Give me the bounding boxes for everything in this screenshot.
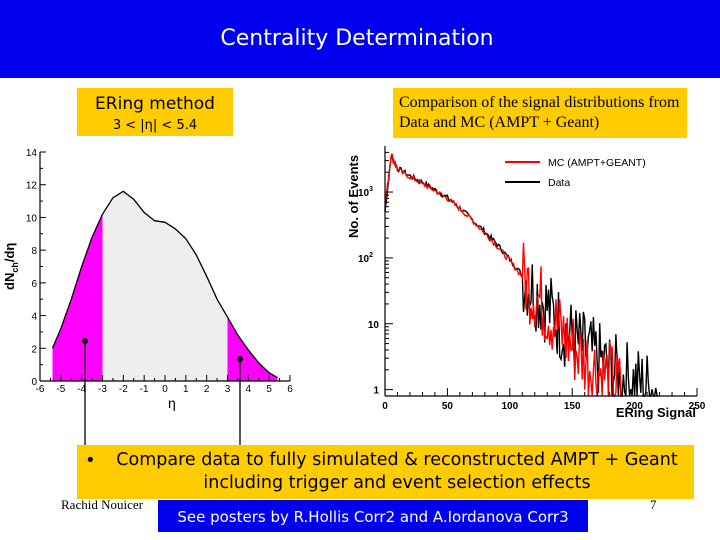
- comparison-box: Comparison of the signal distributions f…: [393, 88, 687, 138]
- x-tick-label: -4: [77, 384, 86, 395]
- posters-box: See posters by R.Hollis Corr2 and A.Iord…: [158, 500, 588, 532]
- y-tick-label: 0: [31, 377, 37, 388]
- x-tick-label: 50: [442, 401, 454, 412]
- x-tick-label: 3: [225, 384, 231, 395]
- bullet-box: • Compare data to fully simulated & reco…: [77, 445, 694, 499]
- y-tick-label: 14: [26, 148, 38, 159]
- bullet-text: Compare data to fully simulated & recons…: [116, 450, 678, 493]
- x-tick-label: 150: [564, 401, 581, 412]
- shaded-region-0: [52, 214, 103, 381]
- chart-legend: MC (AMPT+GEANT) Data: [505, 157, 646, 189]
- ering-x-axis-label: ERing Signal: [616, 405, 696, 420]
- ering-y-axis-label: No. of Events: [346, 155, 361, 238]
- x-tick-label: -1: [140, 384, 149, 395]
- ering-method-box: ERing method 3 < |η| < 5.4: [77, 88, 233, 136]
- header-bar: [0, 0, 720, 78]
- x-tick-label: -5: [56, 384, 65, 395]
- ering-method-title: ERing method: [95, 94, 215, 114]
- y-tick-label: 6: [31, 279, 37, 290]
- y-tick-label: 2: [31, 344, 37, 355]
- x-tick-label: -2: [119, 384, 128, 395]
- y-tick-label: 10: [368, 320, 380, 331]
- series-mc-line: [384, 152, 622, 397]
- x-tick-label: 0: [382, 401, 388, 412]
- dndeta-x-axis-label: η: [168, 395, 176, 411]
- dndeta-y-axis-label: dNch/dη: [2, 243, 20, 290]
- x-tick-label: 5: [266, 384, 272, 395]
- x-tick-label: 6: [287, 384, 293, 395]
- x-tick-label: 200: [626, 401, 643, 412]
- y-tick-label: 12: [26, 181, 38, 192]
- comparison-text: Comparison of the signal distributions f…: [399, 94, 680, 131]
- y-tick-label: 8: [31, 246, 37, 257]
- page-number: 7: [650, 497, 657, 512]
- x-tick-label: 4: [246, 384, 252, 395]
- ering-eta-range: 3 < |η| < 5.4: [112, 118, 198, 133]
- author-name: Rachid Nouicer: [61, 497, 143, 512]
- x-tick-label: 100: [501, 401, 518, 412]
- x-tick-label: -6: [36, 384, 45, 395]
- y-tick-label: 4: [31, 312, 37, 323]
- x-tick-label: 250: [689, 401, 706, 412]
- legend-label: MC (AMPT+GEANT): [548, 157, 646, 169]
- y-tick-label: 1: [373, 386, 379, 397]
- x-tick-label: 1: [183, 384, 189, 395]
- x-tick-label: -3: [98, 384, 107, 395]
- x-tick-label: 0: [162, 384, 168, 395]
- bullet-symbol: •: [85, 450, 96, 471]
- dndeta-curve: [51, 190, 278, 379]
- shaded-region-2: [227, 317, 278, 381]
- shaded-region-1: [102, 191, 228, 381]
- slide-title: Centrality Determination: [220, 26, 494, 51]
- legend-label: Data: [548, 177, 570, 189]
- y-tick-label: 102: [358, 252, 373, 265]
- x-tick-label: 2: [204, 384, 210, 395]
- y-tick-label: 10: [26, 213, 38, 224]
- posters-text: See posters by R.Hollis Corr2 and A.Iord…: [177, 508, 569, 526]
